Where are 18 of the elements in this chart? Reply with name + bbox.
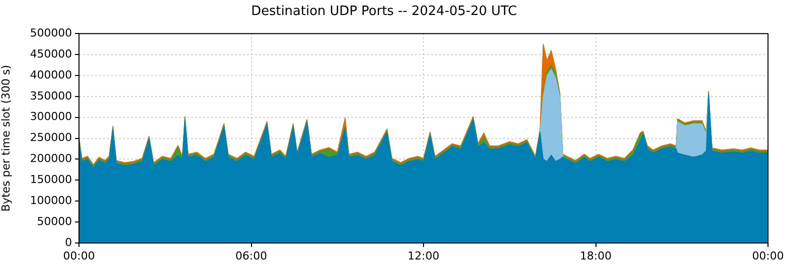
- y-tick-label: 100000: [30, 194, 72, 207]
- x-tick-label: 00:00: [752, 249, 784, 262]
- y-tick-label: 450000: [30, 47, 72, 60]
- y-tick-label: 0: [65, 236, 72, 249]
- chart-title: Destination UDP Ports -- 2024-05-20 UTC: [251, 4, 517, 20]
- y-tick-label: 200000: [30, 152, 72, 166]
- x-tick-label: 18:00: [580, 249, 612, 262]
- y-tick-label: 400000: [30, 68, 72, 82]
- y-tick-label: 350000: [30, 89, 72, 102]
- y-tick-label: 250000: [30, 131, 72, 144]
- y-tick-label: 150000: [30, 173, 72, 186]
- x-tick-label: 00:00: [63, 249, 95, 262]
- x-tick-label: 06:00: [235, 249, 268, 262]
- x-tick-label: 12:00: [408, 249, 440, 262]
- y-tick-label: 500000: [30, 26, 72, 40]
- y-tick-label: 300000: [30, 110, 72, 124]
- y-tick-label: 50000: [37, 214, 72, 228]
- y-axis-title: Bytes per time slot (300 s): [0, 64, 12, 212]
